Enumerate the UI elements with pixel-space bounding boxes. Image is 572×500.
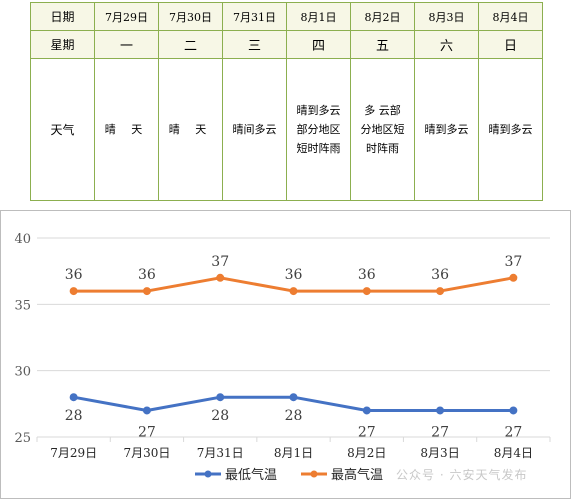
data-label: 27 <box>138 424 156 440</box>
forecast-table: 日期 7月29日 7月30日 7月31日 8月1日 8月2日 8月3日 8月4日… <box>30 2 543 201</box>
weather-cell: 晴 天 <box>158 58 223 201</box>
weekday-cell: 二 <box>158 30 223 59</box>
x-tick-label: 7月29日 <box>50 446 97 460</box>
weather-text: 晴 天 <box>104 123 149 136</box>
data-point <box>289 393 298 402</box>
weather-text: 晴间多云 <box>232 123 277 136</box>
x-tick-label: 8月2日 <box>347 446 386 460</box>
x-tick-label: 7月31日 <box>197 446 244 460</box>
x-tick-label: 8月4日 <box>494 446 533 460</box>
x-tick-label: 8月3日 <box>420 446 459 460</box>
data-label: 27 <box>358 424 376 440</box>
date-cell: 8月2日 <box>350 2 415 31</box>
x-tick-label: 7月30日 <box>123 446 170 460</box>
data-label: 28 <box>65 408 83 424</box>
weather-text: 晴 天 <box>168 123 213 136</box>
data-point <box>216 393 225 402</box>
date-cell: 8月4日 <box>478 2 543 31</box>
date-cell: 7月30日 <box>158 2 223 31</box>
weather-cell: 晴到多云 <box>478 58 543 201</box>
temperature-line-chart: 25 30 35 40 7月29日 7月30日 7月31日 8月1日 8月2日 8月3日 8月4日 2… <box>14 232 551 483</box>
weather-cell: 晴间多云 <box>222 58 287 201</box>
data-label: 28 <box>285 408 303 424</box>
date-cell: 8月1日 <box>286 2 351 31</box>
weekday-cell: 六 <box>414 30 479 59</box>
date-cell: 7月29日 <box>94 2 159 31</box>
data-point <box>142 287 151 296</box>
watermark-text: 公众号 · 六安天气发布 <box>396 468 528 482</box>
data-label: 36 <box>285 267 303 283</box>
y-tick-label: 35 <box>14 298 31 313</box>
weekday-cell: 五 <box>350 30 415 59</box>
weather-text: 多 云部分地区短时阵雨 <box>360 104 405 155</box>
data-label: 37 <box>504 254 522 270</box>
weekday-cell: 四 <box>286 30 351 59</box>
data-point <box>216 273 225 282</box>
legend-label: 最低气温 <box>225 467 277 483</box>
weather-cell: 多 云部分地区短时阵雨 <box>350 58 415 201</box>
data-point <box>69 393 78 402</box>
weather-text: 晴到多云 <box>424 123 469 136</box>
row-label-weekday: 星期 <box>30 30 95 59</box>
weather-row: 天气 晴 天 晴 天 晴间多云 晴到多云部分地区短时阵雨 多 云部分地区短时阵雨… <box>30 58 543 201</box>
y-tick-label: 30 <box>14 365 31 380</box>
weather-text: 晴到多云 <box>488 123 533 136</box>
data-point <box>436 406 445 415</box>
data-label: 36 <box>138 267 156 283</box>
weekday-row: 星期 一 二 三 四 五 六 日 <box>30 30 543 59</box>
legend-label: 最高气温 <box>331 467 383 483</box>
data-point <box>509 406 518 415</box>
data-label: 37 <box>211 254 229 270</box>
weather-cell: 晴到多云 <box>414 58 479 201</box>
chart-frame <box>0 210 571 499</box>
row-label-weather: 天气 <box>30 58 95 201</box>
x-tick-label: 8月1日 <box>274 446 313 460</box>
data-label: 36 <box>431 267 449 283</box>
data-point <box>436 287 445 296</box>
weekday-cell: 日 <box>478 30 543 59</box>
data-point <box>362 406 371 415</box>
data-label: 36 <box>358 267 376 283</box>
weekday-cell: 三 <box>222 30 287 59</box>
legend-marker <box>204 470 212 478</box>
data-point <box>362 287 371 296</box>
weather-cell: 晴 天 <box>94 58 159 201</box>
date-cell: 7月31日 <box>222 2 287 31</box>
row-label-date: 日期 <box>30 2 95 31</box>
data-point <box>509 273 518 282</box>
weather-cell: 晴到多云部分地区短时阵雨 <box>286 58 351 201</box>
weekday-cell: 一 <box>94 30 159 59</box>
data-label: 36 <box>65 267 83 283</box>
data-point <box>142 406 151 415</box>
legend-marker <box>310 470 318 478</box>
data-label: 27 <box>431 424 449 440</box>
y-tick-label: 40 <box>14 232 31 247</box>
data-label: 28 <box>211 408 229 424</box>
data-label: 27 <box>504 424 522 440</box>
date-row: 日期 7月29日 7月30日 7月31日 8月1日 8月2日 8月3日 8月4日 <box>30 2 543 31</box>
data-point <box>69 287 78 296</box>
date-cell: 8月3日 <box>414 2 479 31</box>
weather-text: 晴到多云部分地区短时阵雨 <box>296 104 341 155</box>
y-tick-label: 25 <box>14 431 31 446</box>
data-point <box>289 287 298 296</box>
